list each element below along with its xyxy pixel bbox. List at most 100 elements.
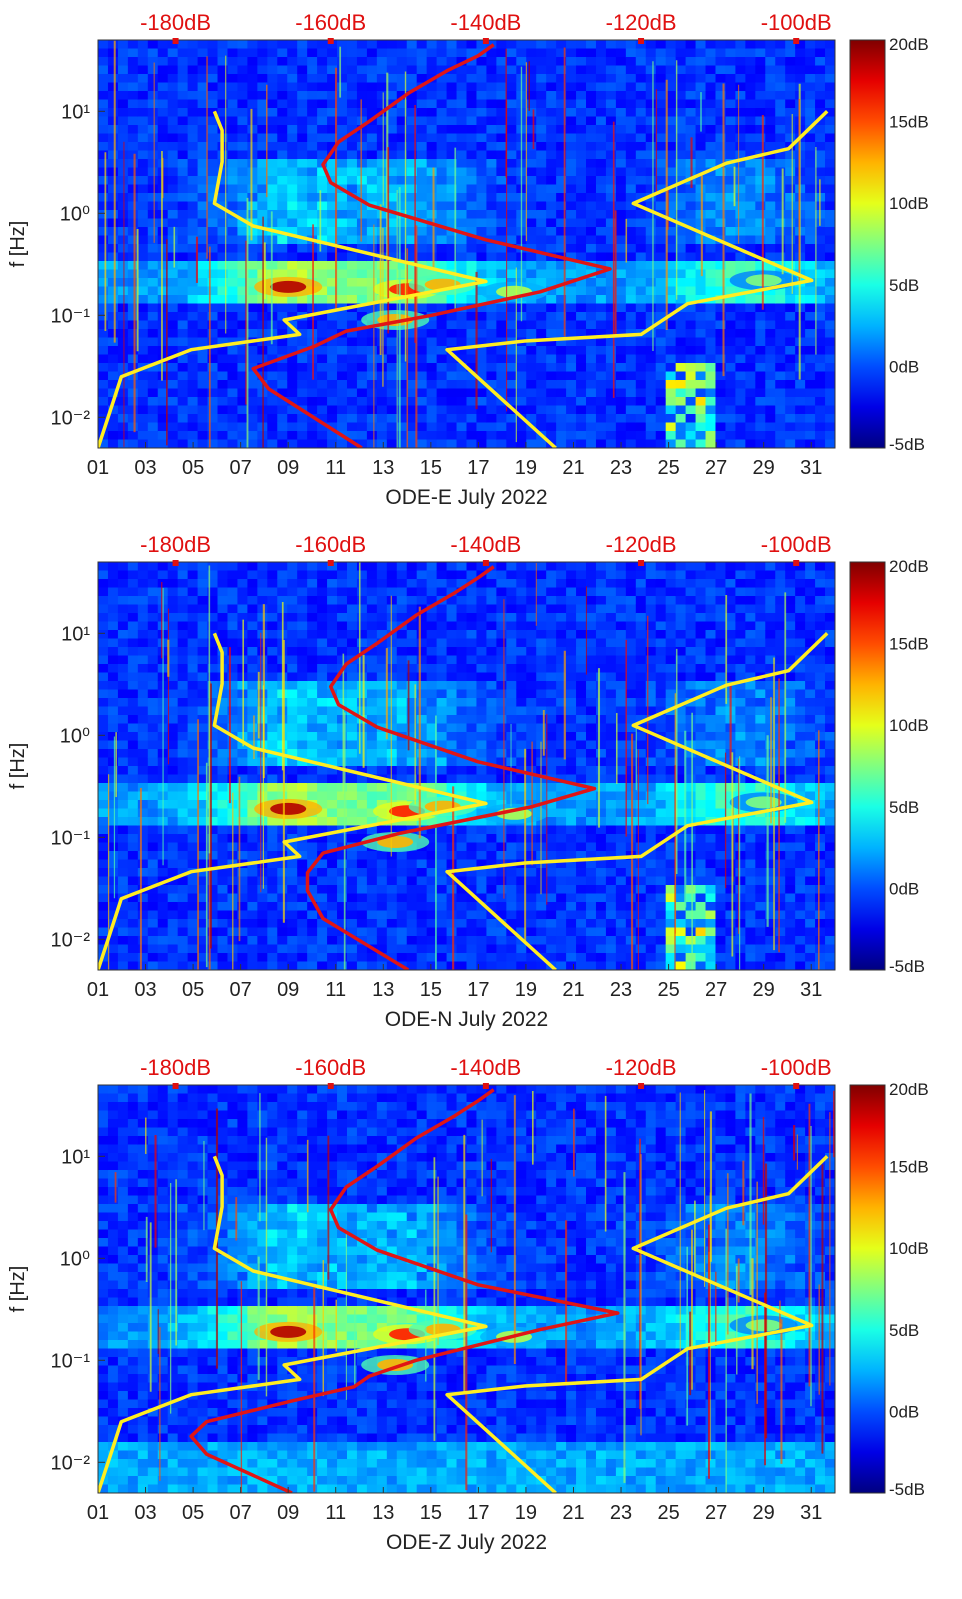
x-tick-label: 27 [705,979,727,1001]
x-tick-label: 17 [467,457,489,479]
x-tick-label: 05 [182,457,204,479]
x-tick-label: 19 [515,1502,537,1524]
colorbar-tick-label: 20dB [889,557,929,576]
y-tick-label: 10⁻¹ [51,1350,91,1372]
colorbar-tick-label: 20dB [889,35,929,54]
x-tick-label: 29 [753,457,775,479]
x-tick-label: 23 [610,1502,632,1524]
top-tick-label: -140dB [450,10,521,35]
colorbar-tick-label: 15dB [889,635,929,654]
top-tick-label: -140dB [450,1055,521,1080]
x-tick-label: 09 [277,457,299,479]
y-axis-label: f [Hz] [7,221,29,268]
y-tick-label: 10⁰ [60,725,90,747]
axes-box [97,39,836,449]
y-tick-label: 10⁰ [60,1248,90,1270]
top-tick-label: -120dB [606,1055,677,1080]
noise-model-low-line [98,110,488,448]
x-tick-label: 25 [657,979,679,1001]
top-tick-label: -180dB [140,532,211,557]
x-tick-label: 03 [134,1502,156,1524]
x-tick-label: 11 [325,457,346,479]
x-tick-label: 01 [87,1502,109,1524]
x-tick-label: 15 [420,979,442,1001]
top-tick-mark [793,1083,800,1089]
x-tick-label: 19 [515,457,537,479]
median-psd-line [305,565,597,970]
top-tick-mark [482,560,489,566]
colorbar-tick-label: 0dB [889,879,919,898]
x-tick-label: 09 [277,979,299,1001]
colorbar-tick-label: -5dB [889,435,925,454]
top-tick-label: -120dB [606,10,677,35]
y-axis-label: f [Hz] [7,1266,29,1313]
x-tick-label: 31 [800,979,822,1001]
spectrogram [98,40,835,448]
x-tick-label: 23 [610,979,632,1001]
colorbar [849,1084,886,1494]
top-tick-mark [793,560,800,566]
y-tick-label: 10¹ [61,1146,90,1168]
y-axis-label: f [Hz] [7,743,29,790]
noise-model-high-line [445,1155,829,1493]
top-tick-label: -100dB [761,10,832,35]
top-tick-mark [327,560,334,566]
y-tick-label: 10¹ [61,623,90,645]
x-tick-label: 07 [230,979,252,1001]
x-tick-label: 19 [515,979,537,1001]
top-tick-label: -180dB [140,10,211,35]
y-tick-label: 10⁻² [51,929,91,951]
top-tick-mark [172,1083,179,1089]
x-tick-label: 09 [277,1502,299,1524]
y-tick-label: 10⁻² [51,1452,91,1474]
x-tick-label: 11 [325,1502,346,1524]
top-tick-mark [327,1083,334,1089]
x-tick-label: 17 [467,1502,489,1524]
colorbar [849,39,886,449]
y-tick-label: 10⁻¹ [51,827,91,849]
axes-box [97,1084,836,1494]
x-tick-label: 15 [420,1502,442,1524]
colorbar-tick-label: 20dB [889,1080,929,1099]
spectrogram [98,1085,835,1493]
panel-3: 01 03 05 07 09 11 13 15 17 19 21 23 25 27 29 31 ODE-Z Ju… [7,1055,929,1554]
x-tick-label: 03 [134,457,156,479]
colorbar-tick-label: -5dB [889,957,925,976]
top-tick-label: -100dB [761,532,832,557]
noise-model-high-line [445,632,829,970]
median-psd-line [189,1088,620,1493]
x-tick-label: 29 [753,979,775,1001]
x-tick-label: 21 [562,1502,584,1524]
top-tick-mark [482,38,489,44]
x-tick-label: 01 [87,979,109,1001]
x-tick-label: 11 [325,979,346,1001]
noise-model-low-line [98,632,488,970]
x-tick-label: 05 [182,1502,204,1524]
x-tick-label: 05 [182,979,204,1001]
colorbar-tick-label: 0dB [889,357,919,376]
x-tick-label: 03 [134,979,156,1001]
x-tick-label: 07 [230,457,252,479]
x-tick-label: 17 [467,979,489,1001]
colorbar-tick-label: 10dB [889,194,929,213]
top-tick-label: -140dB [450,532,521,557]
colorbar-tick-label: 5dB [889,1321,919,1340]
axes-box [97,561,836,971]
top-tick-mark [638,560,645,566]
x-tick-label: 27 [705,1502,727,1524]
colorbar-tick-label: 10dB [889,1239,929,1258]
top-tick-label: -120dB [606,532,677,557]
x-tick-label: 29 [753,1502,775,1524]
colorbar-tick-label: 15dB [889,113,929,132]
colorbar-tick-label: 0dB [889,1402,919,1421]
y-tick-label: 10⁻² [51,407,91,429]
panel-2: 01 03 05 07 09 11 13 15 17 19 21 23 25 27 29 31 ODE-N Ju… [7,532,929,1031]
x-tick-label: 21 [562,457,584,479]
x-axis-label: ODE-Z July 2022 [386,1531,547,1554]
top-tick-mark [327,38,334,44]
top-tick-label: -160dB [295,10,366,35]
x-tick-label: 23 [610,457,632,479]
top-tick-mark [172,38,179,44]
